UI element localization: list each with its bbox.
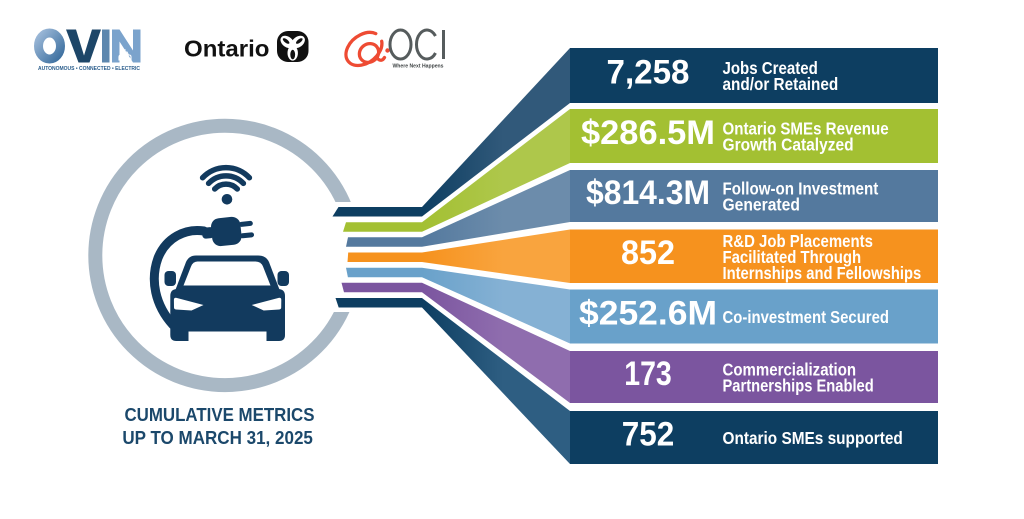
svg-text:Co-investment Secured: Co-investment Secured (723, 307, 890, 327)
svg-text:$252.6M: $252.6M (579, 295, 717, 333)
svg-text:Internships and Fellowships: Internships and Fellowships (723, 263, 922, 283)
svg-text:Facilitated Through: Facilitated Through (723, 247, 862, 267)
svg-text:AUTONOMOUS • CONNECTED • ELECT: AUTONOMOUS • CONNECTED • ELECTRIC (38, 66, 141, 72)
svg-text:UP TO MARCH 31, 2025: UP TO MARCH 31, 2025 (122, 427, 313, 448)
svg-text:173: 173 (624, 355, 672, 393)
svg-text:Ontario: Ontario (184, 36, 270, 62)
svg-text:852: 852 (621, 234, 675, 272)
svg-text:Where Next Happens: Where Next Happens (393, 64, 444, 70)
svg-text:Generated: Generated (723, 195, 800, 215)
svg-text:R&D Job Placements: R&D Job Placements (723, 231, 874, 251)
svg-text:Growth Catalyzed: Growth Catalyzed (723, 135, 854, 155)
svg-text:Jobs Created: Jobs Created (723, 58, 818, 78)
svg-text:$286.5M: $286.5M (581, 114, 715, 152)
svg-text:and/or Retained: and/or Retained (723, 74, 839, 94)
svg-text:7,258: 7,258 (607, 54, 690, 92)
svg-text:Commercialization: Commercialization (723, 360, 857, 380)
svg-text:Ontario SMEs Revenue: Ontario SMEs Revenue (723, 119, 889, 139)
svg-text:CUMULATIVE METRICS: CUMULATIVE METRICS (125, 404, 315, 425)
svg-text:752: 752 (622, 416, 675, 454)
svg-text:Partnerships Enabled: Partnerships Enabled (723, 376, 874, 396)
svg-text:$814.3M: $814.3M (586, 174, 710, 212)
svg-text:Ontario SMEs supported: Ontario SMEs supported (723, 428, 903, 448)
svg-text:Follow-on Investment: Follow-on Investment (723, 179, 879, 199)
